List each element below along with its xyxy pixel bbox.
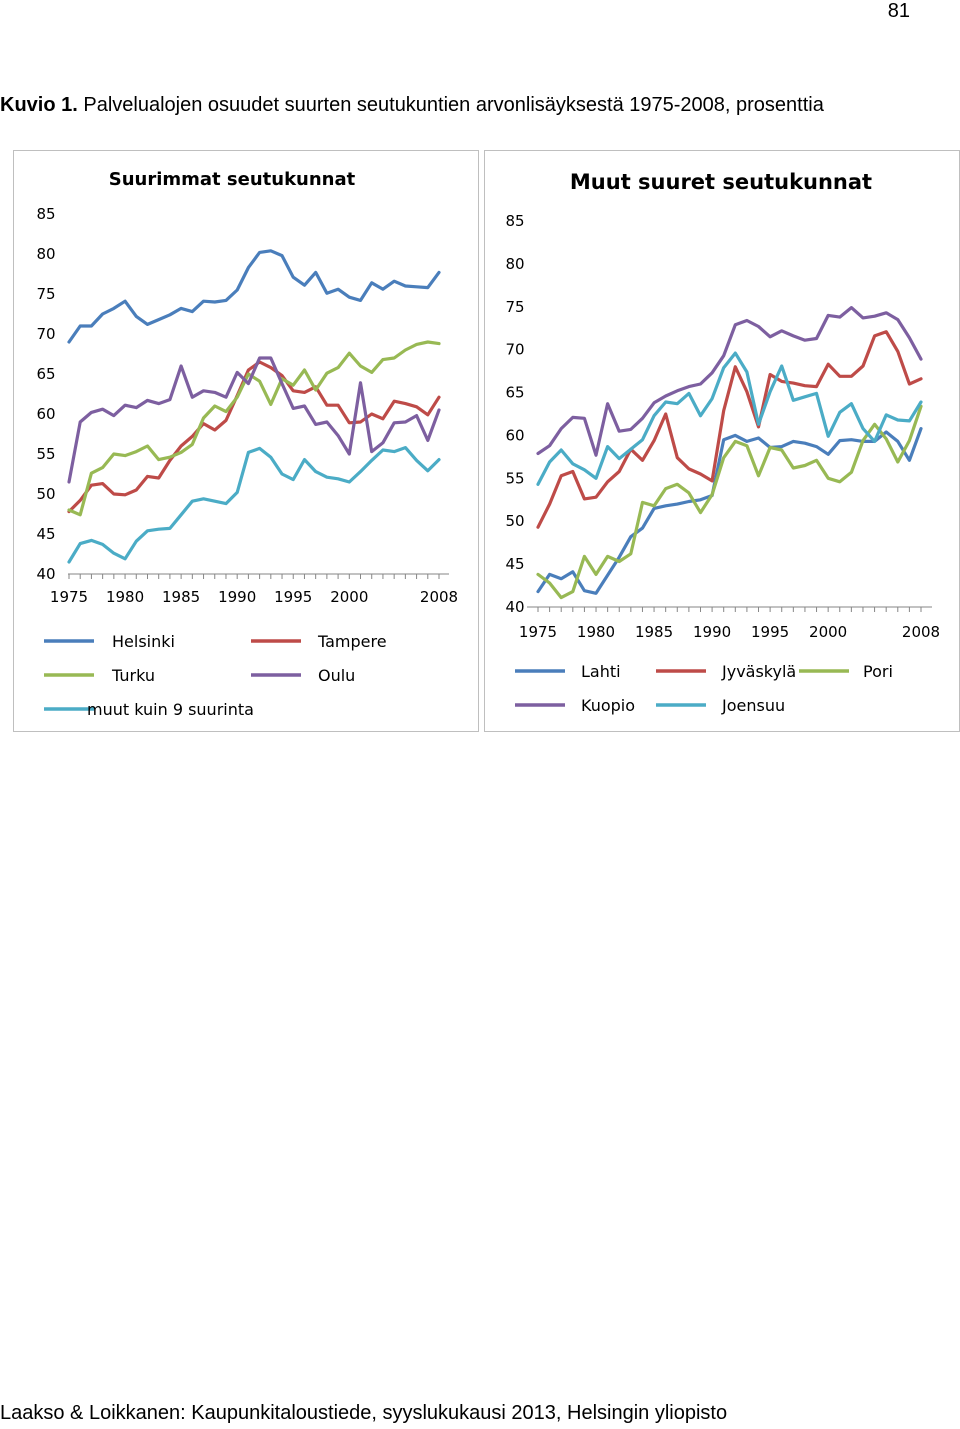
chart-title: Muut suuret seutukunnat bbox=[570, 170, 872, 194]
legend-label: Pori bbox=[863, 662, 893, 681]
chart-panel-other-regions: Muut suuret seutukunnat 40 45 50 55 60 65 70 75 8… bbox=[484, 150, 960, 732]
y-tick-label: 45 bbox=[505, 555, 524, 573]
y-tick-label: 40 bbox=[505, 598, 524, 616]
legend-label: muut kuin 9 suurinta bbox=[87, 700, 254, 719]
y-tick-label: 65 bbox=[36, 365, 55, 383]
page-number: 81 bbox=[887, 0, 910, 22]
y-tick-label: 50 bbox=[505, 512, 524, 530]
y-tick-label: 80 bbox=[505, 255, 524, 273]
legend-label: Tampere bbox=[317, 632, 387, 651]
legend-label: Joensuu bbox=[721, 696, 785, 715]
series-line-lahti bbox=[536, 427, 923, 595]
y-tick-label: 70 bbox=[36, 325, 55, 343]
legend-label: Oulu bbox=[318, 666, 355, 685]
x-tick-label: 1995 bbox=[274, 588, 312, 606]
series-line-jyväskylä bbox=[536, 330, 923, 529]
y-tick-label: 55 bbox=[505, 469, 524, 487]
x-tick-label: 1985 bbox=[635, 623, 673, 641]
y-tick-label: 55 bbox=[36, 445, 55, 463]
y-tick-label: 45 bbox=[36, 525, 55, 543]
x-tick-label: 1980 bbox=[577, 623, 615, 641]
y-tick-label: 40 bbox=[36, 565, 55, 583]
x-tick-label: 1980 bbox=[106, 588, 144, 606]
legend-label: Helsinki bbox=[112, 632, 175, 651]
figure-caption: Palvelualojen osuudet suurten seutukunti… bbox=[83, 94, 824, 116]
figure-title: Kuvio 1. Palvelualojen osuudet suurten s… bbox=[0, 94, 824, 117]
series-line-kuopio bbox=[536, 306, 923, 457]
x-tick-label: 2000 bbox=[809, 623, 847, 641]
y-tick-label: 75 bbox=[36, 285, 55, 303]
legend-label: Kuopio bbox=[581, 696, 635, 715]
series-line-oulu bbox=[67, 356, 441, 484]
series-line-tampere bbox=[67, 360, 441, 514]
x-tick-label: 1990 bbox=[218, 588, 256, 606]
x-tick-label: 1985 bbox=[162, 588, 200, 606]
y-tick-label: 50 bbox=[36, 485, 55, 503]
series-line-pori bbox=[536, 404, 923, 600]
chart-panel-largest-regions: Suurimmat seutukunnat 40 45 50 55 60 65 70 75 80 8… bbox=[13, 150, 479, 732]
y-tick-label: 60 bbox=[36, 405, 55, 423]
y-tick-label: 60 bbox=[505, 426, 524, 444]
series-line-helsinki bbox=[67, 249, 441, 344]
chart-largest-regions: Suurimmat seutukunnat 40 45 50 55 60 65 70 75 80 8… bbox=[36, 169, 458, 719]
y-tick-label: 85 bbox=[505, 212, 524, 230]
x-tick-label: 1990 bbox=[693, 623, 731, 641]
legend-label: Jyväskylä bbox=[721, 662, 796, 681]
y-tick-label: 65 bbox=[505, 384, 524, 402]
footer-citation: Laakso & Loikkanen: Kaupunkitaloustiede,… bbox=[0, 1402, 728, 1424]
x-tick-label: 2000 bbox=[330, 588, 368, 606]
y-tick-label: 85 bbox=[36, 205, 55, 223]
legend-label: Turku bbox=[111, 666, 155, 685]
x-tick-label: 2008 bbox=[902, 623, 940, 641]
y-tick-label: 70 bbox=[505, 341, 524, 359]
x-tick-label: 1975 bbox=[50, 588, 88, 606]
y-tick-label: 80 bbox=[36, 245, 55, 263]
y-tick-label: 75 bbox=[505, 298, 524, 316]
figure-label: Kuvio 1. bbox=[0, 94, 78, 116]
x-tick-label: 2008 bbox=[420, 588, 458, 606]
chart-title: Suurimmat seutukunnat bbox=[109, 169, 356, 190]
x-tick-label: 1995 bbox=[751, 623, 789, 641]
chart-other-regions: Muut suuret seutukunnat 40 45 50 55 60 65 70 75 8… bbox=[505, 170, 940, 715]
series-line-joensuu bbox=[536, 351, 923, 486]
series-line-turku bbox=[67, 340, 441, 517]
series-line-muut-kuin-9-suurinta bbox=[67, 446, 441, 564]
legend-label: Lahti bbox=[581, 662, 621, 681]
x-tick-label: 1975 bbox=[519, 623, 557, 641]
